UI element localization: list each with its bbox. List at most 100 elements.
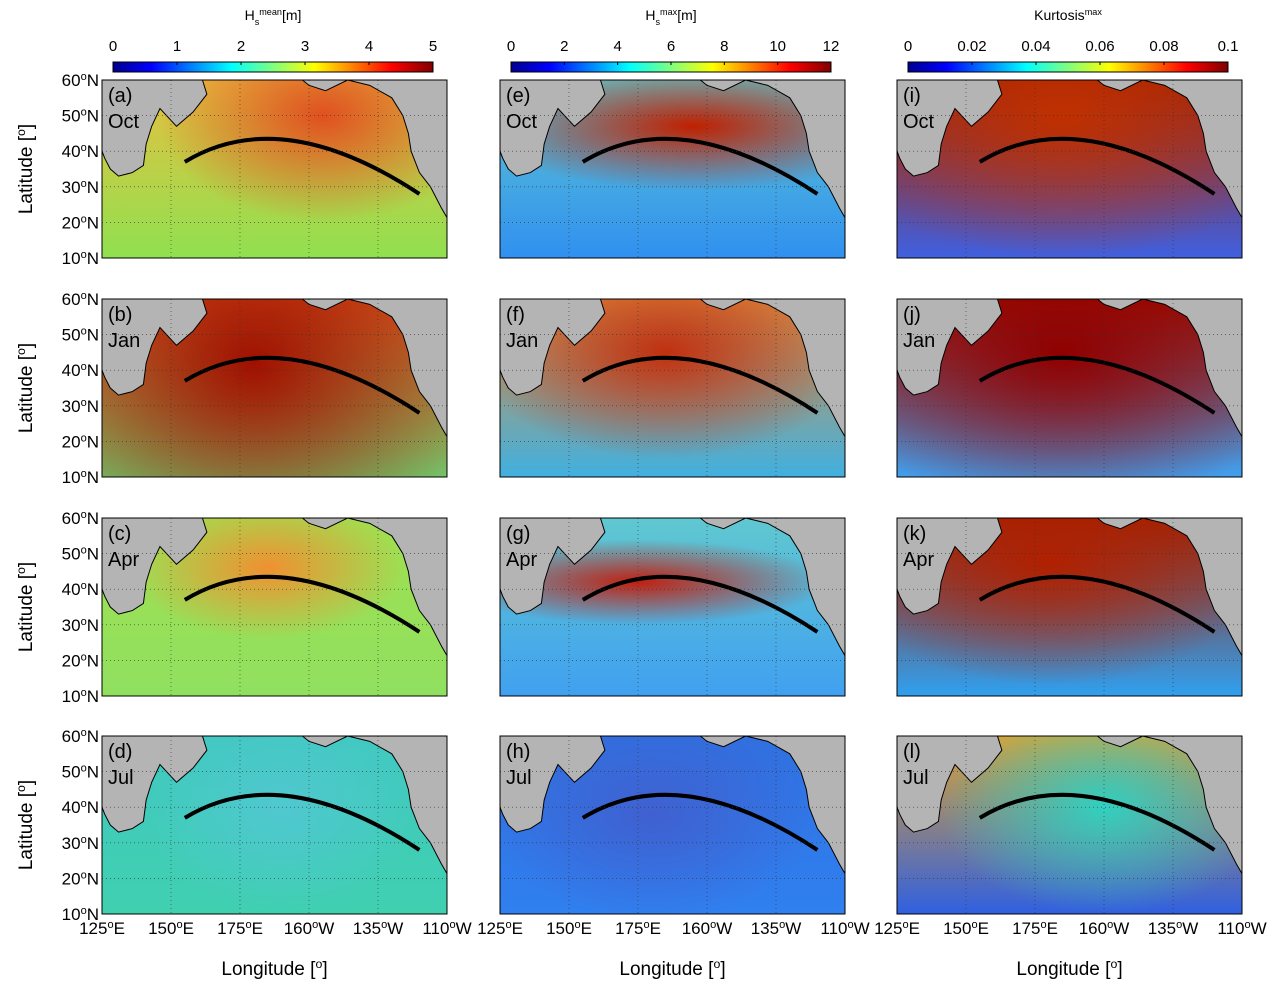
land (699, 299, 845, 438)
land (500, 518, 606, 615)
text-part: N (87, 727, 99, 746)
panel-month: Apr (506, 549, 537, 571)
text-part: N (87, 763, 99, 782)
panel-frame (499, 79, 846, 259)
panel-letter: (j) (903, 304, 921, 326)
text-part: 40 (62, 142, 81, 161)
text-part: Latitude [ (16, 354, 37, 433)
field-feature (102, 299, 447, 477)
ship-route (978, 574, 1216, 634)
text-part: N (87, 432, 99, 451)
text-part: Longitude [ (1016, 959, 1111, 980)
text-part: N (87, 580, 99, 599)
colorbar-tick-label: 2 (237, 38, 245, 55)
text-part: o (81, 71, 87, 83)
text-part: o (14, 129, 28, 136)
colorbar-tick-label: 6 (667, 38, 675, 55)
text-part: 50 (62, 107, 81, 126)
text-part: N (87, 71, 99, 90)
text-part: 175 (1012, 919, 1040, 938)
text-part: N (87, 107, 99, 126)
text-part: N (87, 249, 99, 268)
text-part: 110 (422, 919, 449, 938)
colorbar-label: Hsmax[m] (645, 7, 696, 27)
text-part: N (87, 468, 99, 487)
text-part: Longitude [ (221, 959, 316, 980)
panel-frame (896, 79, 1243, 259)
text-part: o (81, 545, 87, 557)
x-tick-label: 110oW (1217, 919, 1266, 938)
text-part: H (245, 7, 255, 23)
y-axis-label: Latitude [o] (14, 343, 37, 433)
map-panel (897, 736, 1242, 914)
y-tick-label: 10oN (62, 249, 99, 268)
text-part: E (114, 919, 125, 938)
field-feature (500, 736, 818, 914)
y-tick-label: 50oN (62, 107, 99, 126)
land (1096, 518, 1242, 657)
text-part: o (81, 290, 87, 302)
text-part: E (183, 919, 194, 938)
text-part: 20 (62, 869, 81, 888)
text-part: N (87, 687, 99, 706)
text-part: 125 (79, 919, 107, 938)
panel-letter: (f) (506, 304, 525, 326)
text-part: 30 (62, 834, 81, 853)
y-tick-label: 20oN (62, 651, 99, 670)
text-part: o (81, 468, 87, 480)
text-part: N (87, 326, 99, 345)
panel-frame (499, 298, 846, 478)
text-part: o (14, 785, 28, 792)
x-tick-label: 150oE (148, 919, 194, 938)
text-part: E (909, 919, 920, 938)
panel-month: Jul (903, 767, 929, 789)
text-part: 50 (62, 326, 81, 345)
text-part: 20 (62, 651, 81, 670)
land (102, 518, 208, 615)
colorbar-tick-label: 2 (560, 38, 568, 55)
y-tick-label: 10oN (62, 905, 99, 924)
colorbar (112, 61, 434, 73)
panel-letter: (h) (506, 741, 530, 763)
colorbar-tick-label: 4 (613, 38, 621, 55)
ship-route (183, 574, 421, 634)
text-part: 150 (148, 919, 176, 938)
y-tick-label: 20oN (62, 213, 99, 232)
text-part: 125 (477, 919, 505, 938)
text-part: o (1040, 919, 1046, 931)
text-part: o (971, 919, 977, 931)
panel-month: Oct (506, 111, 538, 133)
text-part: 20 (62, 432, 81, 451)
text-part: 10 (62, 468, 81, 487)
text-part: o (81, 397, 87, 409)
text-part: mean (259, 7, 282, 17)
text-part: 50 (62, 545, 81, 564)
y-tick-label: 30oN (62, 834, 99, 853)
text-part: s (655, 17, 660, 27)
text-part: o (713, 957, 720, 971)
text-part: 110 (1217, 919, 1244, 938)
ship-route (581, 792, 819, 852)
map-panel (897, 518, 1242, 696)
y-axis-label: Latitude [o] (14, 780, 37, 870)
text-part: o (81, 213, 87, 225)
text-part: o (14, 567, 28, 574)
panel-frame (101, 517, 448, 697)
text-part: o (1244, 919, 1250, 931)
panel-month: Jan (506, 330, 538, 352)
ship-route (978, 136, 1216, 196)
y-tick-label: 20oN (62, 869, 99, 888)
ship-route (581, 355, 819, 415)
text-part: o (81, 326, 87, 338)
land (301, 299, 447, 438)
text-part: N (87, 397, 99, 416)
text-part: 125 (874, 919, 902, 938)
text-part: W (1113, 919, 1129, 938)
land (500, 299, 606, 396)
panel-frame (499, 517, 846, 697)
text-part: Kurtosis (1034, 7, 1085, 23)
land (699, 518, 845, 657)
land (500, 736, 606, 833)
map-panel (102, 518, 447, 696)
